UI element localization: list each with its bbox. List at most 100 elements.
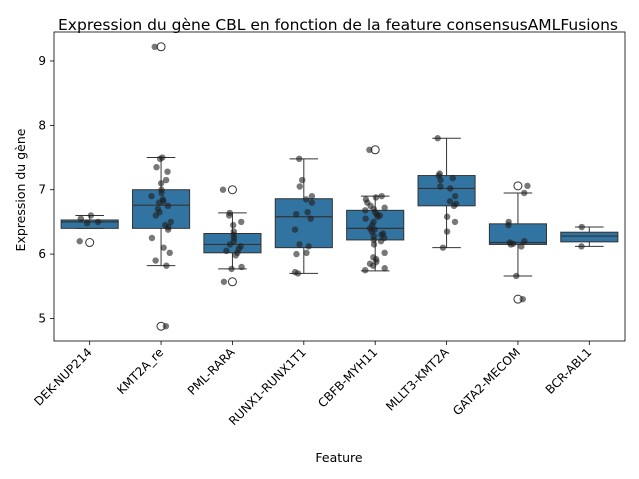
data-point [155, 199, 163, 206]
data-point [443, 213, 451, 220]
y-tick-label: 8 [38, 118, 46, 132]
data-point [518, 243, 525, 250]
data-point [372, 194, 380, 201]
data-point [505, 221, 512, 229]
data-point [521, 189, 528, 197]
box-group [488, 181, 547, 304]
data-point [381, 204, 388, 211]
data-point [521, 238, 528, 245]
data-point [439, 244, 447, 251]
data-point [513, 272, 520, 280]
outlier-marker [513, 181, 523, 191]
data-point [437, 183, 444, 190]
box-group [274, 158, 333, 274]
x-tick-label: GATA2-MECOM [450, 345, 523, 418]
data-point [434, 135, 441, 142]
data-point [293, 210, 300, 218]
box [560, 231, 619, 243]
data-point [446, 185, 454, 192]
y-axis: 5 6 7 8 9 [38, 54, 54, 325]
data-point [238, 263, 245, 271]
data-point [362, 215, 369, 222]
data-point [160, 244, 167, 251]
box [488, 223, 547, 245]
data-point [296, 155, 303, 163]
y-tick-label: 7 [38, 183, 46, 197]
data-point [76, 238, 83, 245]
data-point [152, 212, 160, 219]
data-point [148, 234, 156, 242]
data-point [226, 241, 234, 248]
data-point [167, 218, 175, 226]
data-point [524, 182, 531, 190]
data-point [446, 198, 454, 205]
data-point [232, 252, 239, 259]
data-point [153, 163, 160, 171]
data-point [370, 241, 378, 248]
y-tick-label: 5 [38, 311, 46, 325]
x-tick-label: DEK-NUP214 [31, 345, 94, 408]
data-point [228, 265, 235, 273]
data-point [377, 238, 385, 245]
data-point [451, 192, 459, 200]
data-point [229, 221, 237, 229]
box-group [560, 226, 619, 247]
data-point [362, 207, 369, 214]
x-tick-label: CBFB-MYH11 [315, 345, 380, 410]
y-tick-label: 6 [38, 247, 46, 261]
data-point [151, 43, 158, 51]
data-point [378, 192, 385, 200]
data-point [449, 174, 456, 182]
data-point [450, 202, 458, 210]
data-point [157, 180, 165, 187]
data-point [219, 186, 227, 193]
data-point [443, 228, 451, 235]
data-point [578, 243, 585, 250]
box [274, 198, 333, 249]
x-axis-label: Feature [315, 450, 363, 465]
plot-area [60, 42, 619, 331]
data-point [220, 278, 228, 285]
data-point [308, 192, 316, 200]
data-point [381, 265, 388, 272]
data-point [77, 215, 85, 222]
data-point [87, 212, 95, 219]
data-point [166, 249, 173, 257]
data-point [162, 322, 170, 330]
x-tick-label: PML-RARA [185, 345, 238, 398]
data-point [238, 218, 245, 226]
data-point [83, 219, 91, 227]
data-point [519, 295, 526, 303]
data-point [578, 223, 585, 231]
x-tick-label: MLLT3-KMT2A [383, 345, 452, 414]
data-point [148, 192, 155, 200]
data-point [381, 249, 388, 257]
y-axis-label: Expression du gène [13, 128, 28, 251]
data-point [361, 266, 369, 274]
data-point [305, 243, 312, 250]
data-point [158, 189, 165, 197]
y-tick-label: 9 [38, 54, 46, 68]
plot-frame [53, 31, 626, 342]
data-point [437, 176, 444, 184]
x-tick-label: RUNX1-RUNX1T1 [226, 345, 309, 428]
outlier-marker [227, 277, 237, 287]
outlier-marker [85, 238, 95, 248]
data-point [370, 262, 377, 269]
data-point [366, 146, 373, 154]
data-point [302, 196, 310, 203]
data-point [374, 213, 382, 220]
chart-title: Expression du gène CBL en fonction de la… [58, 16, 618, 34]
data-point [303, 249, 310, 257]
data-point [152, 257, 159, 264]
data-point [507, 241, 514, 248]
data-point [294, 270, 302, 277]
box-group [417, 137, 476, 249]
data-point [307, 215, 314, 222]
data-point [299, 176, 306, 184]
data-point [156, 155, 164, 163]
data-point [451, 218, 459, 226]
data-point [291, 226, 299, 233]
